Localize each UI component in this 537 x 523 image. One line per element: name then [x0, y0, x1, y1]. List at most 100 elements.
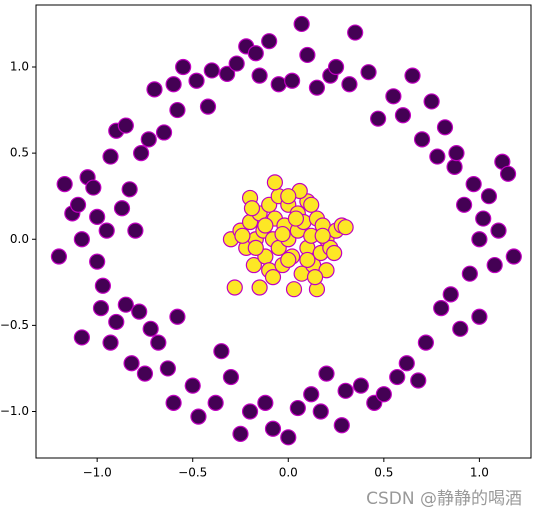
- point: [352, 377, 370, 394]
- point: [121, 181, 138, 198]
- point: [219, 65, 236, 82]
- point: [385, 88, 402, 105]
- point: [245, 256, 262, 274]
- point: [102, 334, 119, 351]
- point: [347, 24, 364, 41]
- point: [257, 217, 274, 234]
- point: [375, 386, 392, 403]
- point: [146, 81, 163, 98]
- point: [471, 231, 488, 248]
- point: [199, 98, 217, 115]
- point: [243, 200, 261, 217]
- point: [213, 343, 230, 360]
- point: [159, 360, 176, 377]
- point: [175, 58, 192, 76]
- x-tick-label: −0.5: [178, 466, 207, 480]
- point: [448, 145, 465, 162]
- point: [280, 188, 297, 205]
- point: [337, 219, 354, 236]
- point: [289, 399, 306, 417]
- point: [117, 296, 134, 313]
- point: [270, 76, 287, 93]
- point: [475, 210, 492, 227]
- point: [327, 58, 345, 76]
- x-tick-label: −1.0: [83, 466, 112, 480]
- point: [326, 244, 343, 262]
- point: [133, 145, 150, 162]
- y-tick-label: −1.0: [0, 404, 29, 418]
- x-tick-label: 0.0: [279, 466, 298, 480]
- point: [280, 251, 297, 269]
- x-tick-label: 1.0: [470, 466, 489, 480]
- point: [333, 417, 350, 434]
- y-tick-label: 1.0: [10, 60, 29, 74]
- point: [436, 119, 454, 136]
- point: [108, 313, 125, 331]
- point: [232, 425, 249, 442]
- point: [303, 386, 320, 403]
- point: [360, 64, 377, 81]
- point: [394, 107, 412, 124]
- point: [251, 67, 268, 84]
- point: [113, 200, 131, 217]
- point: [456, 196, 473, 213]
- point: [226, 279, 243, 296]
- point: [303, 196, 320, 213]
- point: [222, 368, 240, 386]
- y-tick-label: 0.5: [10, 146, 29, 160]
- point: [94, 277, 111, 294]
- point: [190, 408, 207, 425]
- point: [169, 101, 186, 119]
- point: [308, 79, 326, 96]
- point: [234, 227, 251, 244]
- point: [285, 281, 303, 298]
- point: [299, 46, 316, 64]
- point: [155, 124, 173, 141]
- point: [274, 225, 291, 243]
- point: [471, 308, 488, 325]
- point: [293, 15, 310, 33]
- point: [486, 256, 503, 274]
- point: [404, 67, 421, 84]
- point: [140, 131, 157, 148]
- point: [413, 131, 431, 148]
- point: [461, 265, 478, 282]
- point: [423, 93, 440, 110]
- point: [398, 355, 415, 372]
- point: [446, 158, 463, 176]
- point: [69, 196, 87, 213]
- point: [257, 394, 274, 411]
- watermark: CSDN @静静的喝酒: [366, 489, 522, 509]
- point: [73, 231, 90, 248]
- x-tick-label: 0.5: [374, 466, 393, 480]
- point: [102, 148, 119, 165]
- point: [92, 300, 110, 317]
- point: [410, 372, 427, 389]
- point: [318, 365, 335, 382]
- point: [337, 382, 354, 399]
- point: [490, 222, 507, 239]
- point: [241, 403, 259, 420]
- point: [142, 320, 159, 337]
- point: [123, 355, 140, 372]
- point: [499, 165, 517, 182]
- point: [98, 222, 115, 239]
- point: [89, 253, 106, 270]
- point: [429, 148, 446, 165]
- y-tick-label: −0.5: [0, 318, 29, 332]
- point: [312, 403, 329, 420]
- point: [127, 222, 144, 239]
- point: [136, 365, 154, 382]
- point: [50, 248, 68, 265]
- point: [264, 420, 282, 437]
- point: [261, 33, 278, 50]
- point: [251, 279, 268, 296]
- point: [165, 394, 182, 411]
- point: [433, 300, 450, 317]
- point: [417, 334, 434, 351]
- point: [117, 117, 134, 134]
- point: [465, 176, 482, 193]
- point: [370, 110, 387, 127]
- point: [505, 248, 522, 265]
